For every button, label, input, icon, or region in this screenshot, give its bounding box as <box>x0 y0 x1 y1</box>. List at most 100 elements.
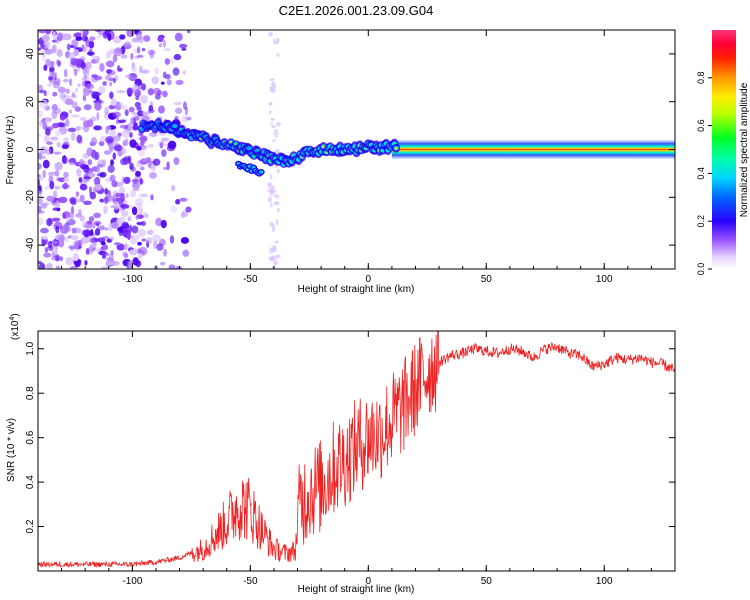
noise-dot <box>132 124 139 131</box>
noise-dot <box>47 83 52 87</box>
noise-dot <box>105 60 115 68</box>
noise-dot <box>162 166 168 171</box>
noise-dot <box>116 226 124 232</box>
noise-dot <box>68 109 73 114</box>
noise-dot <box>69 197 76 203</box>
noise-dot <box>76 168 82 177</box>
noise-dot <box>70 205 75 215</box>
track-mid <box>172 123 178 129</box>
noise-dot <box>45 126 54 131</box>
noise-dot <box>108 145 114 151</box>
noise-dot <box>133 179 138 185</box>
noise-dot <box>268 31 273 37</box>
noise-dot <box>170 58 175 65</box>
noise-dot <box>38 109 43 118</box>
noise-dot <box>48 76 54 81</box>
noise-dot <box>273 260 279 266</box>
noise-dot <box>143 212 147 218</box>
noise-dot <box>62 141 70 149</box>
noise-dot <box>109 81 113 87</box>
snr-plot-area <box>38 331 675 569</box>
noise-dot <box>74 87 79 93</box>
noise-dot <box>127 231 131 241</box>
noise-dot <box>172 67 180 76</box>
noise-dot <box>276 168 280 174</box>
noise-dot <box>43 64 48 71</box>
noise-dot <box>44 90 50 95</box>
noise-dot <box>88 40 95 49</box>
noise-dot <box>71 227 77 234</box>
noise-dot <box>73 253 79 262</box>
noise-dot <box>78 177 83 183</box>
noise-dot <box>170 205 178 214</box>
noise-dot <box>156 243 164 251</box>
x-tick-label: -100 <box>122 576 142 587</box>
noise-dot <box>120 54 128 59</box>
noise-dot <box>57 60 62 67</box>
noise-dot <box>54 185 61 190</box>
noise-dot <box>104 187 109 195</box>
noise-dot <box>74 106 82 112</box>
noise-dot <box>117 67 123 72</box>
noise-dot <box>59 256 64 262</box>
noise-dot <box>96 34 102 39</box>
noise-dot <box>93 75 103 81</box>
noise-dot <box>119 124 129 129</box>
noise-dot <box>41 34 50 42</box>
noise-dot <box>114 201 119 205</box>
noise-dot <box>141 47 146 52</box>
colorbar-tick-label: 0.0 <box>696 263 706 276</box>
y-tick-label: 0.8 <box>25 386 36 400</box>
noise-dot <box>117 119 127 123</box>
noise-dot <box>162 71 167 79</box>
x-tick-label: 0 <box>366 274 372 285</box>
noise-dot <box>76 134 82 144</box>
noise-dot <box>42 159 50 169</box>
noise-dot <box>109 174 116 182</box>
noise-dot <box>131 37 140 43</box>
noise-dot <box>38 197 43 205</box>
colorbar-tick-label: 0.4 <box>696 167 706 180</box>
noise-dot <box>164 58 171 65</box>
noise-dot <box>129 132 133 138</box>
noise-dot <box>134 175 142 180</box>
noise-dot <box>58 234 65 243</box>
noise-dot <box>55 265 61 269</box>
noise-dot <box>38 189 43 194</box>
noise-dot <box>158 105 165 114</box>
noise-dot <box>65 118 70 128</box>
x-tick-label: -50 <box>243 576 258 587</box>
noise-dot <box>38 163 42 170</box>
noise-dot <box>106 69 113 74</box>
snr-axes: -100 -50 0 50 100 0.2 0.4 0.6 0.8 1.0 <box>25 331 676 587</box>
noise-dot <box>76 198 82 203</box>
noise-dot <box>173 53 182 61</box>
noise-dot <box>38 174 41 178</box>
noise-dot <box>112 135 121 142</box>
noise-dot <box>103 196 109 205</box>
noise-dot <box>162 39 167 48</box>
noise-dot <box>108 48 116 55</box>
noise-dot <box>160 81 165 85</box>
noise-dot <box>85 83 95 90</box>
noise-dot <box>271 139 277 142</box>
noise-dot <box>52 190 58 199</box>
noise-dot <box>94 183 103 190</box>
noise-dot <box>41 117 46 124</box>
noise-dot <box>166 79 172 86</box>
noise-dot <box>82 66 87 76</box>
noise-dot <box>150 194 154 201</box>
noise-dot <box>137 253 143 260</box>
track-core <box>234 142 238 145</box>
noise-dot <box>274 201 280 206</box>
noise-dot <box>110 159 115 166</box>
x-tick-label: 50 <box>481 274 493 285</box>
noise-dot <box>180 212 185 219</box>
noise-dot <box>61 156 69 165</box>
noise-dot <box>52 31 56 41</box>
noise-dot <box>70 132 76 141</box>
noise-dot <box>48 171 57 176</box>
noise-dot <box>38 210 45 214</box>
noise-dot <box>173 101 182 106</box>
noise-dot <box>70 235 79 241</box>
